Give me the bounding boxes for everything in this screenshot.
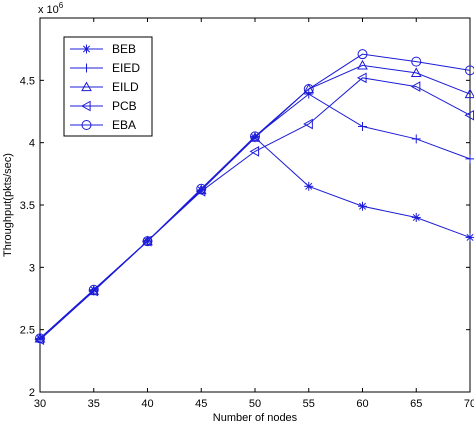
legend-label-eba: EBA [112, 118, 136, 132]
data-point-beb [358, 201, 367, 211]
data-point-eba [303, 84, 314, 95]
y-tick-label: 2 [29, 387, 35, 399]
y-multiplier-exponent: 6 [59, 1, 64, 10]
series-line-pcb [39, 77, 471, 341]
legend-marker-beb [82, 44, 91, 54]
data-point-eied [411, 134, 421, 144]
y-tick-label: 2.5 [20, 325, 35, 337]
legend-label-pcb: PCB [112, 99, 137, 113]
data-point-pcb [410, 81, 421, 92]
data-point-eba [465, 65, 474, 76]
x-tick-label: 45 [195, 398, 207, 410]
legend-marker-pcb [80, 100, 91, 112]
legend-marker-eba [81, 120, 92, 130]
y-axis-label: Throughput(pkts/sec) [2, 153, 14, 257]
y-tick-label: 3.5 [20, 200, 35, 212]
data-point-beb [411, 212, 421, 222]
series-eba [35, 49, 474, 344]
data-point-eied [358, 121, 367, 131]
legend-item-pcb: PCB [70, 99, 137, 113]
y-multiplier: x 106 [38, 1, 64, 16]
data-point-pcb [303, 118, 313, 130]
x-tick-label: 60 [356, 398, 368, 410]
data-point-eba [35, 333, 45, 344]
data-point-eba [88, 284, 99, 295]
data-point-pcb [141, 235, 152, 247]
data-point-beb [304, 181, 314, 191]
data-point-eild [464, 88, 474, 99]
x-axis-label: Number of nodes [213, 412, 298, 424]
legend-item-beb: BEB [70, 42, 136, 56]
series-layer [34, 49, 474, 345]
data-point-pcb [356, 72, 367, 84]
data-point-pcb [34, 334, 45, 345]
data-point-beb-stroke [358, 202, 367, 210]
data-point-eild [410, 67, 422, 77]
legend-item-eild: EILD [70, 80, 139, 94]
x-tick-label: 65 [410, 398, 422, 410]
data-point-beb-stroke [412, 213, 420, 221]
data-point-eba [357, 49, 368, 60]
legend-item-eba: EBA [70, 118, 136, 132]
series-line-eba [39, 53, 471, 339]
x-tick-label: 40 [141, 398, 153, 410]
data-point-beb-stroke [466, 233, 474, 241]
legend-label-beb: BEB [112, 42, 136, 56]
data-point-eild [303, 83, 315, 94]
legend-marker-eild [81, 81, 92, 92]
legend-label-eied: EIED [112, 61, 140, 75]
y-tick-label: 3 [29, 262, 35, 274]
series-pcb [34, 72, 474, 345]
data-point-eba [196, 183, 207, 194]
legend-item-eied: EIED [70, 61, 140, 75]
legend-marker-eied [82, 63, 91, 73]
data-point-pcb [88, 285, 98, 297]
y-tick-label: 4.5 [20, 75, 35, 87]
x-tick-label: 30 [34, 398, 46, 410]
x-tick-label: 55 [303, 398, 315, 410]
data-point-eild [142, 235, 153, 246]
x-tick-label: 35 [88, 398, 100, 410]
data-point-eba [250, 131, 260, 142]
data-point-eied [465, 154, 474, 164]
y-tick-label: 4 [29, 138, 35, 150]
legend: BEB EIED EILD PCB EBA [63, 36, 153, 137]
data-point-eba [411, 56, 422, 67]
data-point-pcb [249, 146, 260, 157]
axis-ticks: 30 35 40 45 50 55 60 65 70 2 2.5 3 3.5 4 4.5 [20, 18, 474, 410]
legend-marker-beb-stroke [82, 45, 91, 53]
x-tick-label: 50 [249, 398, 261, 410]
data-point-beb [465, 232, 474, 242]
data-point-eild [357, 59, 368, 70]
data-point-eba [142, 236, 153, 247]
x-tick-label: 70 [464, 398, 474, 410]
legend-label-eild: EILD [112, 80, 139, 94]
data-point-beb-stroke [305, 182, 313, 190]
